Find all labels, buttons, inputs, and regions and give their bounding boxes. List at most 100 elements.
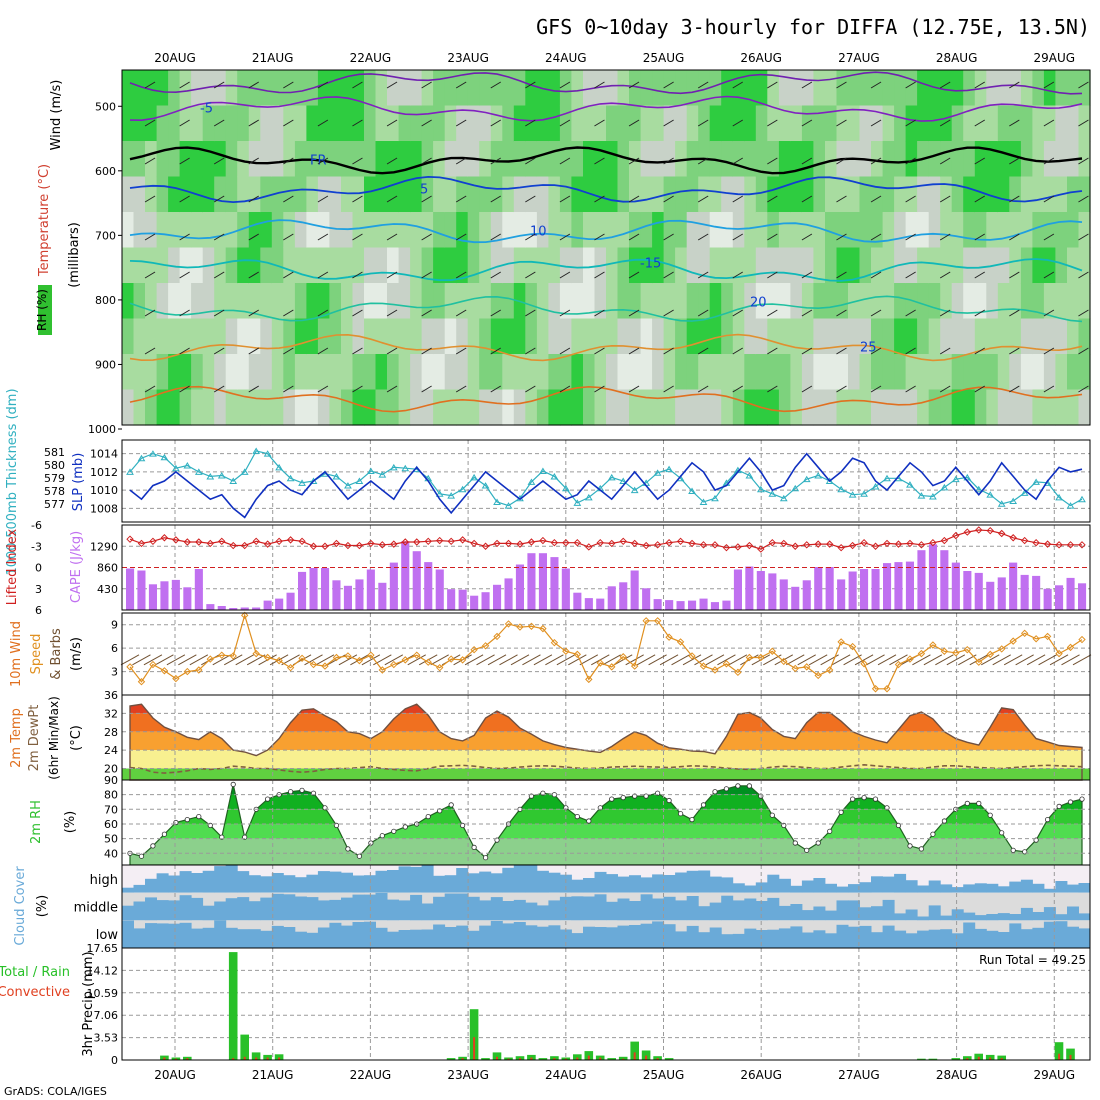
wind-barb-10m xyxy=(636,654,656,666)
lifted-index-point xyxy=(470,539,478,548)
cloud-high-bar xyxy=(790,885,803,893)
cloud-middle-bar xyxy=(974,915,987,921)
wind-barb-10m xyxy=(786,654,805,666)
rh-cell xyxy=(387,70,400,107)
wind-barb xyxy=(455,233,467,241)
wind-barb xyxy=(352,81,363,89)
wind-barb xyxy=(905,157,916,165)
precip-convective-bar xyxy=(1058,1053,1061,1060)
lifted-index-point xyxy=(424,537,432,545)
rh-cell xyxy=(917,176,930,213)
thickness-axis-label: 1000-500mb Thickness (dm) xyxy=(5,388,20,575)
thickness-point xyxy=(802,475,811,483)
precip-total-bar xyxy=(240,1034,249,1060)
wind-barb-10m xyxy=(877,654,897,666)
rh-cell xyxy=(859,283,872,320)
wind-barb xyxy=(1009,81,1020,89)
temperature-axis-label: Temperature (°C) xyxy=(37,164,52,277)
cape-bar xyxy=(561,568,570,610)
wind-barb xyxy=(559,195,571,203)
cape-bar xyxy=(733,569,742,610)
rh-cell xyxy=(894,141,907,178)
rh-point xyxy=(184,816,190,823)
cloud-middle-bar xyxy=(675,900,688,921)
rh-cell xyxy=(675,247,688,284)
rh-cell xyxy=(513,318,526,355)
rh-cell xyxy=(456,247,469,284)
rh-cell xyxy=(1020,105,1033,142)
rh-cell xyxy=(928,283,941,320)
rh-cell xyxy=(1067,318,1080,355)
rh-cell xyxy=(571,212,584,249)
isotherm-line xyxy=(129,295,1083,323)
cloud-high-bar xyxy=(997,886,1010,893)
rh-cell xyxy=(801,70,814,107)
rh-cell xyxy=(871,354,884,391)
cloud-middle-bar xyxy=(145,897,157,921)
rh-cell xyxy=(905,354,918,391)
lifted-index-point xyxy=(309,542,318,550)
wind-barb xyxy=(663,347,674,355)
rh-cell xyxy=(825,212,838,249)
wind-barb xyxy=(559,347,571,355)
rh-cell xyxy=(202,105,215,142)
thickness-point xyxy=(481,482,490,489)
wind-barb xyxy=(455,385,467,393)
cape-bar xyxy=(756,571,765,610)
rh-cell xyxy=(767,283,780,320)
lifted-index-point xyxy=(986,526,994,535)
lifted-index-line xyxy=(129,529,1082,550)
cloud-high-bar xyxy=(1009,881,1022,893)
rh-cell xyxy=(755,176,768,213)
cloud-low-bar xyxy=(502,923,515,948)
rh-cell xyxy=(387,176,400,213)
rh-cell xyxy=(271,70,284,107)
cloud-high-bar xyxy=(1032,883,1045,893)
rh-cell xyxy=(640,354,653,391)
run-total-label: Run Total = 49.25 xyxy=(979,953,1086,967)
thickness-point xyxy=(217,472,226,479)
cloud-low-bar xyxy=(341,925,353,948)
rh-cell xyxy=(433,105,446,142)
rh-point xyxy=(391,828,397,834)
rh-cell xyxy=(559,247,572,284)
wind-barb xyxy=(974,233,986,241)
rh-cell xyxy=(375,212,388,249)
cloud-high-bar xyxy=(271,873,284,893)
temp-tick-label: 20 xyxy=(104,763,118,776)
wind-barb-10m xyxy=(854,654,874,666)
wind-barb-10m xyxy=(132,654,151,666)
wind-barb xyxy=(1043,347,1055,355)
rh-cell xyxy=(559,318,572,355)
temp-line xyxy=(129,703,1083,781)
rh-cell xyxy=(145,354,158,391)
rh-cell xyxy=(271,389,284,426)
wind-speed-point xyxy=(699,662,708,670)
rh-cell xyxy=(652,70,665,107)
wind-barb xyxy=(455,81,467,89)
thickness-point xyxy=(906,481,914,488)
wind-speed-point xyxy=(745,653,754,662)
thickness-point xyxy=(378,471,387,478)
bottom-date-label: 29AUG xyxy=(1034,1068,1076,1082)
rh-point xyxy=(907,843,913,849)
pressure-axis-label: (millibars) xyxy=(67,222,82,288)
rh-point xyxy=(838,809,844,815)
cloud-middle-bar xyxy=(617,898,630,921)
rh-cell xyxy=(617,105,630,142)
wind-speed-point xyxy=(1043,632,1052,641)
rh-cell xyxy=(778,283,791,320)
wind-barb xyxy=(663,81,674,89)
wind-speed-point xyxy=(355,656,364,665)
rh-cell xyxy=(836,318,849,355)
rh-cell xyxy=(951,141,964,178)
wind-barb xyxy=(248,119,260,127)
rh-cell xyxy=(686,354,699,391)
cape-bar xyxy=(401,541,410,610)
cloud-high-bar xyxy=(525,865,538,893)
rh-cell xyxy=(387,283,400,320)
rh-cell xyxy=(410,141,423,178)
cloud-high-bar xyxy=(721,877,734,893)
lifted-index-point xyxy=(172,536,180,544)
wind-barb xyxy=(248,195,260,203)
